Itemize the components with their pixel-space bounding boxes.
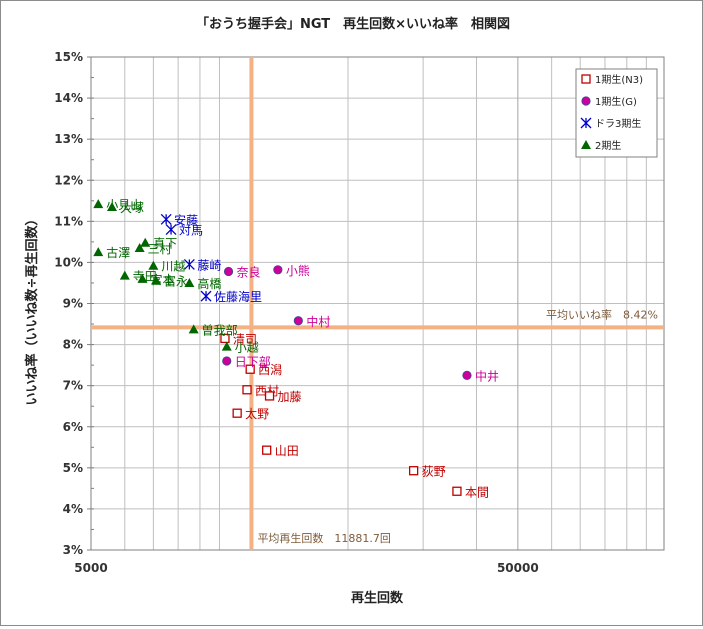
data-label: 清司 [233, 332, 257, 346]
data-point [262, 445, 272, 455]
data-point [408, 466, 419, 476]
data-point [140, 237, 151, 247]
data-point [107, 201, 118, 211]
y-tick-label: 6% [63, 420, 83, 434]
legend-box [575, 68, 658, 158]
x-axis-label: 再生回数 [351, 590, 404, 606]
data-point [134, 243, 145, 253]
data-label: 藤崎 [197, 258, 221, 272]
data-point [160, 213, 172, 225]
data-label: 奈良 [237, 264, 261, 279]
legend-label: 2期生 [595, 139, 621, 152]
data-point [184, 277, 195, 287]
data-point [220, 333, 230, 344]
data-point [264, 391, 275, 401]
y-tick-label: 14% [54, 91, 83, 105]
data-point [200, 290, 212, 302]
data-point [293, 316, 303, 326]
data-label: 真下 [153, 237, 177, 251]
data-label: 加藤 [278, 390, 302, 404]
y-axis-label: いいね率（いいね数÷再生回数） [24, 213, 40, 406]
data-label: 荻野 [422, 465, 446, 479]
data-point [245, 364, 255, 374]
legend-marker [581, 96, 591, 106]
y-tick-label: 3% [63, 543, 83, 557]
data-point [223, 266, 234, 277]
y-tick-label: 5% [63, 461, 83, 475]
data-label: 寺田 [133, 270, 157, 284]
data-point [165, 224, 177, 236]
avg-views-label: 平均再生回数 11881.7回 [257, 531, 391, 545]
data-label: 高橋 [197, 276, 221, 291]
data-point [119, 270, 130, 280]
data-point [222, 356, 232, 366]
data-point [93, 199, 104, 209]
data-label: 曽我部 [202, 322, 238, 337]
data-label: 対馬 [179, 224, 203, 238]
y-tick-label: 12% [54, 173, 83, 187]
x-tick-label: 5000 [74, 561, 107, 575]
data-point [93, 247, 104, 257]
data-label: 中村 [306, 314, 330, 329]
data-label: 川越 [161, 260, 185, 274]
chart-title: 「おうち握手会」NGT 再生回数×いいね率 相関図 [196, 16, 510, 32]
data-label: 西潟 [258, 363, 282, 377]
legend-label: ドラ3期生 [595, 117, 641, 130]
data-label: 小熊 [286, 263, 310, 278]
data-point [183, 259, 195, 270]
data-label: 大塚 [120, 201, 144, 215]
data-label: 本間 [465, 485, 489, 499]
data-label: 中井 [475, 368, 499, 383]
avg-like-rate-label: 平均いいね率 8.42% [546, 307, 658, 321]
data-point [148, 260, 159, 270]
data-label: 富永 [164, 273, 188, 288]
data-label: 三村 [148, 242, 172, 256]
y-tick-label: 7% [63, 379, 83, 393]
data-point [462, 370, 472, 380]
legend-marker [580, 117, 592, 129]
legend-marker [581, 74, 591, 84]
y-tick-label: 8% [63, 338, 83, 352]
y-tick-label: 13% [54, 132, 83, 146]
data-point [273, 265, 283, 275]
data-label: 山田 [275, 444, 299, 458]
y-tick-label: 9% [63, 297, 83, 311]
axis-ticks: 3% 4% 5% 6% 7% 8% 9% 10% 11% 12% 13% 14% 15% 5000 5000… [54, 50, 538, 575]
y-tick-label: 10% [54, 255, 83, 269]
y-tick-label: 4% [63, 502, 83, 516]
data-label: 安藤 [174, 212, 198, 227]
data-label: 太野 [245, 406, 269, 421]
data-label: 日下部 [235, 354, 271, 369]
data-point [188, 324, 199, 334]
data-point [242, 385, 252, 395]
y-tick-label: 11% [54, 214, 83, 228]
y-tick-label: 15% [54, 50, 83, 64]
legend-label: 1期生(G) [595, 95, 637, 108]
x-tick-label: 50000 [497, 561, 539, 575]
legend-marker [581, 140, 591, 149]
data-label: 古澤 [106, 245, 130, 260]
data-label: 佐藤海里 [214, 289, 262, 304]
legend-label: 1期生(N3) [595, 73, 643, 86]
data-point [452, 486, 462, 496]
reference-lines: 平均再生回数 11881.7回 平均いいね率 8.42% [91, 57, 664, 550]
legend: 1期生(N3) 1期生(G) ドラ3期生 2期生 [575, 68, 658, 158]
data-point [232, 408, 242, 418]
data-point [221, 341, 232, 351]
data-point [137, 273, 148, 283]
data-point [151, 275, 162, 285]
data-label: 小越 [235, 341, 259, 355]
